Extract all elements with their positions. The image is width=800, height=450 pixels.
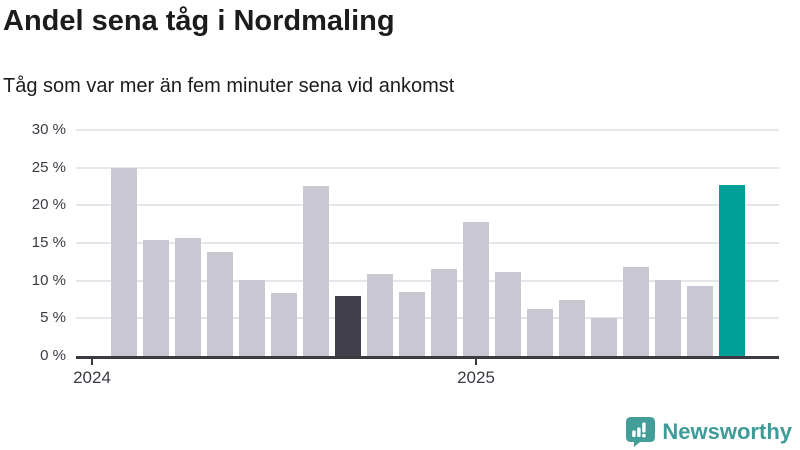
bar-8-highlight-dark — [335, 296, 361, 356]
bar-5 — [239, 279, 265, 356]
bar-10 — [399, 291, 425, 356]
bar-9 — [367, 273, 393, 356]
bar-15 — [559, 299, 585, 356]
bar-20-highlight-accent — [719, 184, 745, 356]
bar-4 — [207, 252, 233, 356]
bar-18 — [655, 279, 681, 356]
bar-11 — [431, 268, 457, 356]
bar-13 — [495, 272, 521, 356]
y-axis-tick-label-30: 30 % — [31, 121, 66, 138]
x-axis-tick-2025 — [475, 357, 477, 365]
gridline-25 — [76, 166, 779, 169]
newsworthy-speech-bubble-chart-icon — [626, 417, 656, 447]
bar-12 — [463, 221, 489, 356]
x-axis-tick-2024 — [91, 357, 93, 365]
brand-name: Newsworthy — [662, 419, 792, 444]
x-axis-line — [76, 356, 779, 359]
gridline-10 — [76, 279, 779, 282]
bar-6 — [271, 292, 297, 356]
gridline-15 — [76, 242, 779, 244]
y-axis-tick-label-5: 5 % — [40, 309, 66, 327]
bar-3 — [175, 238, 201, 356]
y-axis-tick-label-15: 15 % — [31, 234, 66, 251]
gridline-5 — [76, 317, 779, 320]
y-axis-tick-label-20: 20 % — [31, 196, 66, 214]
y-axis-tick-label-25: 25 % — [31, 158, 66, 176]
bar-14 — [527, 309, 553, 356]
gridline-20 — [76, 204, 779, 207]
chart-subtitle: Tåg som var mer än fem minuter sena vid … — [3, 75, 455, 97]
newsworthy-logo: Newsworthy — [626, 417, 792, 447]
x-axis-tick-label-2025: 2025 — [457, 368, 495, 387]
chart-title: Andel sena tåg i Nordmaling — [3, 5, 395, 37]
bar-17 — [623, 267, 649, 356]
bar-7 — [303, 185, 329, 356]
x-axis-tick-label-2024: 2024 — [73, 368, 111, 387]
gridline-30 — [76, 129, 779, 131]
bar-2 — [143, 239, 169, 356]
bar-16 — [591, 317, 617, 356]
bar-19 — [687, 285, 713, 356]
y-axis-tick-label-10: 10 % — [31, 271, 66, 289]
bar-1 — [111, 168, 137, 356]
y-axis-tick-label-0: 0 % — [40, 347, 66, 364]
